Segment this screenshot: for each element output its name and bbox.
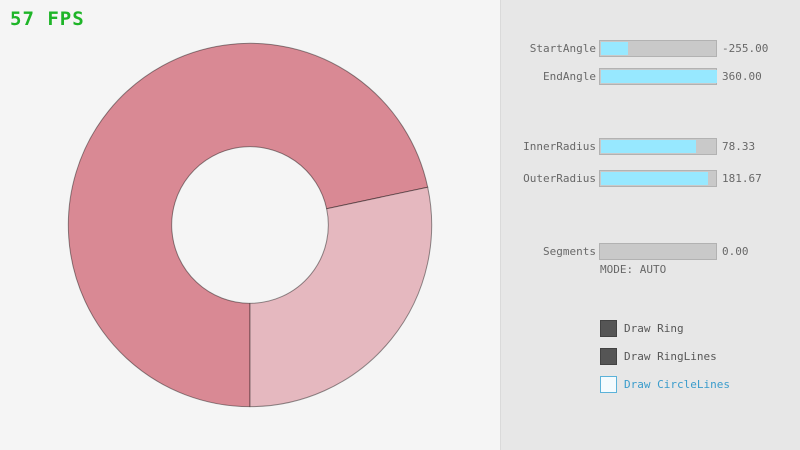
- slider-value-startangle: -255.00: [722, 42, 769, 55]
- slider-innerradius[interactable]: [599, 138, 717, 155]
- checkbox-draw-ring[interactable]: Draw Ring: [0, 320, 800, 337]
- slider-row-endangle: EndAngle 360.00: [0, 68, 800, 85]
- slider-row-outerradius: OuterRadius 181.67: [0, 170, 800, 187]
- slider-label-endangle: EndAngle: [543, 70, 596, 83]
- slider-value-endangle: 360.00: [722, 70, 762, 83]
- slider-row-segments: Segments 0.00: [0, 243, 800, 260]
- checkbox-label-draw-circlelines: Draw CircleLines: [624, 378, 730, 391]
- slider-segments[interactable]: [599, 243, 717, 260]
- slider-value-innerradius: 78.33: [722, 140, 756, 153]
- slider-row-innerradius: InnerRadius 78.33: [0, 138, 800, 155]
- slider-row-startangle: StartAngle -255.00: [0, 40, 800, 57]
- checkbox-label-draw-ring: Draw Ring: [624, 322, 684, 335]
- mode-label: MODE: AUTO: [600, 263, 667, 276]
- checkbox-box-draw-ring[interactable]: [600, 320, 617, 337]
- slider-endangle[interactable]: [599, 68, 717, 85]
- slider-startangle[interactable]: [599, 40, 717, 57]
- slider-fill: [601, 172, 708, 185]
- slider-fill: [601, 70, 717, 83]
- slider-fill: [601, 140, 697, 153]
- checkbox-draw-circlelines[interactable]: Draw CircleLines: [0, 376, 800, 393]
- checkbox-box-draw-circlelines[interactable]: [600, 376, 617, 393]
- checkbox-label-draw-ringlines: Draw RingLines: [624, 350, 717, 363]
- panel-divider: [500, 0, 501, 450]
- slider-value-segments: 0.00: [722, 245, 749, 258]
- slider-value-outerradius: 181.67: [722, 172, 762, 185]
- ring-single-pass: [249, 186, 433, 408]
- slider-outerradius[interactable]: [599, 170, 717, 187]
- checkbox-draw-ringlines[interactable]: Draw RingLines: [0, 348, 800, 365]
- slider-label-segments: Segments: [543, 245, 596, 258]
- fps-counter: 57 FPS: [10, 8, 85, 30]
- ring-double-pass: [67, 42, 429, 408]
- ring-chart: [67, 42, 433, 408]
- slider-label-outerradius: OuterRadius: [523, 172, 596, 185]
- slider-fill: [601, 42, 628, 55]
- slider-label-innerradius: InnerRadius: [523, 140, 596, 153]
- slider-label-startangle: StartAngle: [529, 42, 596, 55]
- checkbox-box-draw-ringlines[interactable]: [600, 348, 617, 365]
